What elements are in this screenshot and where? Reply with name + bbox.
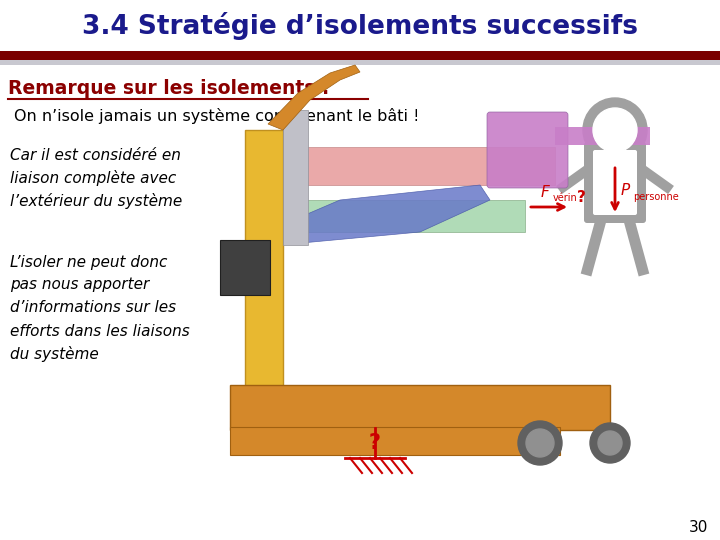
Text: 30: 30	[688, 521, 708, 536]
Bar	[283, 110, 308, 245]
Text: Car il est considéré en: Car il est considéré en	[10, 147, 181, 163]
Circle shape	[590, 423, 630, 463]
Bar	[230, 385, 610, 430]
Circle shape	[593, 108, 637, 152]
FancyArrow shape	[581, 219, 606, 276]
Text: du système: du système	[10, 346, 99, 362]
FancyBboxPatch shape	[555, 127, 650, 145]
FancyArrow shape	[624, 219, 649, 276]
Bar	[220, 240, 270, 295]
FancyBboxPatch shape	[487, 112, 568, 188]
Text: ?: ?	[577, 190, 586, 205]
Text: On n’isole jamais un système comprenant le bâti !: On n’isole jamais un système comprenant …	[14, 108, 419, 124]
Circle shape	[526, 429, 554, 457]
Text: personne: personne	[633, 192, 679, 202]
FancyBboxPatch shape	[285, 147, 555, 185]
Bar	[0, 0, 720, 52]
Text: Remarque sur les isolements :: Remarque sur les isolements :	[8, 78, 329, 98]
Text: liaison complète avec: liaison complète avec	[10, 170, 176, 186]
Text: pas nous apporter: pas nous apporter	[10, 278, 149, 293]
Polygon shape	[270, 185, 490, 245]
Text: $P$: $P$	[620, 182, 631, 198]
Polygon shape	[268, 65, 360, 130]
Text: efforts dans les liaisons: efforts dans les liaisons	[10, 323, 190, 339]
FancyArrow shape	[556, 166, 590, 194]
Text: $F$: $F$	[540, 184, 551, 200]
Circle shape	[583, 98, 647, 162]
Text: d’informations sur les: d’informations sur les	[10, 300, 176, 315]
Bar	[0, 60, 720, 65]
FancyBboxPatch shape	[290, 200, 525, 232]
Bar	[230, 427, 560, 455]
Bar	[0, 65, 720, 540]
Circle shape	[518, 421, 562, 465]
Bar	[0, 51, 720, 60]
FancyBboxPatch shape	[584, 142, 646, 223]
Text: 3.4 Stratégie d’isolements successifs: 3.4 Stratégie d’isolements successifs	[82, 12, 638, 40]
Bar	[245, 130, 283, 395]
Text: L’isoler ne peut donc: L’isoler ne peut donc	[10, 254, 167, 269]
Text: l’extérieur du système: l’extérieur du système	[10, 193, 182, 209]
Text: vérin: vérin	[553, 193, 577, 203]
Circle shape	[598, 431, 622, 455]
FancyArrow shape	[640, 166, 674, 194]
Text: ?: ?	[369, 433, 381, 453]
FancyBboxPatch shape	[593, 150, 637, 215]
